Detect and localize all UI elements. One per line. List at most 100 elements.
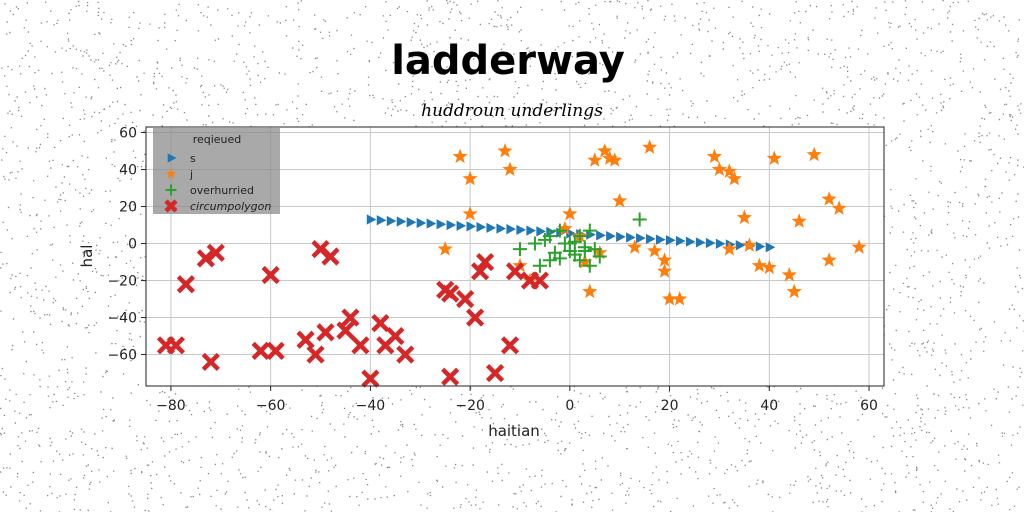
data-point [201,352,220,372]
data-point [596,230,606,241]
data-point [647,242,663,258]
data-point [166,336,186,355]
data-point [261,265,280,285]
data-point [462,205,478,221]
data-point [437,241,453,256]
data-point [586,229,596,240]
series-j [437,139,867,306]
x-tick-label: 20 [661,398,679,414]
data-point [851,239,867,254]
data-point [821,191,837,206]
x-tick-label: −20 [455,398,485,414]
data-point [662,291,678,306]
y-tick-label: 40 [119,163,137,179]
data-point [632,212,647,227]
data-point [527,236,542,251]
data-point [505,262,525,281]
data-point [532,258,547,273]
data-point [582,258,597,273]
data-point [506,224,517,235]
data-point [462,170,478,186]
data-point [475,252,495,272]
data-point [206,243,225,262]
data-point [781,267,797,282]
data-point [735,240,746,251]
data-point [582,283,598,299]
data-point [321,247,340,266]
data-point [577,240,592,255]
x-tick-label: 40 [760,398,778,414]
legend-entry-label: overhurried [190,184,254,197]
x-tick-label: −80 [156,398,186,414]
data-point [456,220,467,231]
data-point [566,228,576,239]
legend-entry-label: circumpolygon [190,200,271,213]
data-point [567,234,582,249]
data-point [456,289,475,309]
data-point [741,237,757,252]
y-tick-label: 60 [119,126,137,142]
data-point [416,217,427,229]
data-point [316,323,335,342]
data-point [786,283,802,299]
data-point [582,223,597,238]
x-tick-label: −60 [256,398,286,414]
y-tick-label: 20 [119,200,137,216]
data-point [396,345,415,364]
data-point [266,341,285,360]
data-point [542,229,557,244]
data-point [751,257,767,273]
data-point [376,215,387,226]
data-point [441,367,460,386]
plot-frame [145,126,885,387]
data-point [711,161,728,176]
data-point [526,225,536,236]
data-point [602,150,618,165]
data-point [766,150,782,165]
data-point [706,148,723,164]
data-point [695,237,706,248]
series-overhurried [512,212,647,273]
data-point [176,275,195,294]
data-point [371,314,390,333]
chart-subtitle: huddroun underlings [421,101,603,121]
data-point [671,291,688,306]
legend-title: reqieued [193,133,242,146]
data-point [466,221,477,232]
data-point [726,170,742,186]
x-tick-label: −40 [356,398,386,414]
data-point [452,148,468,164]
y-tick-label: −60 [107,348,137,364]
y-tick-label: 0 [128,237,137,253]
data-point [761,259,777,275]
data-point [685,236,696,247]
data-point [306,345,325,364]
series-circumpolygon [156,240,550,388]
data-point [476,221,487,233]
data-point [587,242,602,257]
data-point [502,161,518,176]
data-point [446,219,457,231]
data-point [715,238,726,249]
data-point [675,235,686,247]
data-point [657,263,673,278]
data-point [386,326,405,346]
data-point [626,232,636,243]
data-point [587,152,603,167]
data-point [536,226,546,237]
data-point [562,205,578,221]
data-marks [156,139,867,388]
legend-marker [165,184,177,196]
data-point [471,262,490,281]
legend-marker [164,199,178,213]
x-axis-ticks: −80 −60 −40 −20 0 20 40 60 [156,386,878,414]
data-point [765,242,776,253]
data-point [552,223,567,238]
legend-entry-label: j [189,168,193,181]
data-point [606,231,616,242]
data-point [366,214,377,225]
data-point [436,219,447,230]
legend-marker [165,168,177,179]
legend-entry-label: s [190,152,196,165]
